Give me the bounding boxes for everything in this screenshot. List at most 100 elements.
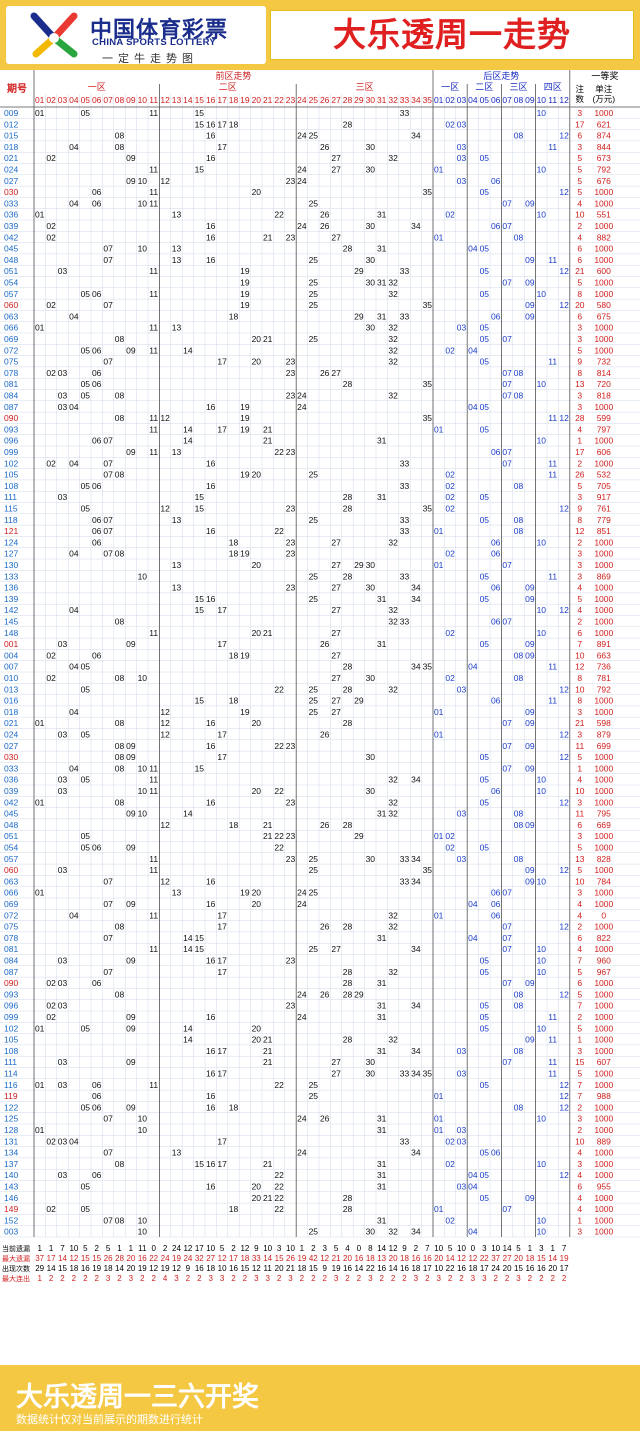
front-ball: 09 <box>126 345 136 355</box>
back-zone-3: 三区 <box>509 82 527 92</box>
stat-value: 24 <box>172 1244 181 1253</box>
back-ball: 10 <box>537 944 547 954</box>
svg-text:03: 03 <box>58 95 68 105</box>
front-ball: 03 <box>58 730 68 740</box>
front-ball: 24 <box>297 176 307 186</box>
back-ball: 10 <box>537 1023 547 1033</box>
table-bg <box>0 70 640 1365</box>
prize-cell: 1000 <box>594 944 613 954</box>
front-ball: 26 <box>320 221 330 231</box>
front-ball: 14 <box>183 436 193 446</box>
front-ball: 26 <box>320 989 330 999</box>
front-ball: 33 <box>400 458 410 468</box>
prize-cell: 1000 <box>594 278 613 288</box>
front-ball: 04 <box>69 549 79 559</box>
period-cell: 069 <box>4 899 18 909</box>
back-ball: 11 <box>548 662 557 672</box>
prize-cell: 784 <box>597 876 611 886</box>
count-cell: 2 <box>577 1102 582 1112</box>
front-ball: 30 <box>366 278 376 288</box>
count-cell: 11 <box>575 741 584 751</box>
front-ball: 17 <box>217 922 227 932</box>
stat-value: 3 <box>471 1274 476 1283</box>
stat-value: 5 <box>448 1244 453 1253</box>
front-ball: 01 <box>35 210 45 220</box>
stat-value: 5 <box>220 1244 225 1253</box>
back-ball: 05 <box>480 402 490 412</box>
count-cell: 4 <box>577 1193 582 1203</box>
count-cell: 2 <box>577 221 582 231</box>
stat-value: 16 <box>81 1264 90 1273</box>
front-ball: 15 <box>195 165 205 175</box>
back-ball: 10 <box>537 165 547 175</box>
front-ball: 07 <box>103 515 113 525</box>
stat-value: 9 <box>402 1244 407 1253</box>
front-ball: 23 <box>286 357 296 367</box>
front-ball: 05 <box>81 662 91 672</box>
prize-cell: 532 <box>597 470 611 480</box>
count-cell: 6 <box>577 255 582 265</box>
prize-cell: 1000 <box>594 1046 613 1056</box>
back-ball: 10 <box>537 1159 547 1169</box>
front-ball: 06 <box>92 1080 102 1090</box>
back-ball: 06 <box>491 899 501 909</box>
front-ball: 11 <box>149 323 158 333</box>
front-ball: 31 <box>377 933 387 943</box>
stat-value: 10 <box>457 1244 466 1253</box>
stat-value: 26 <box>286 1254 295 1263</box>
front-ball: 30 <box>366 323 376 333</box>
period-cell: 084 <box>4 391 18 401</box>
prize-cell: 917 <box>597 492 611 502</box>
front-ball: 17 <box>217 1159 227 1169</box>
stat-value: 12 <box>218 1254 227 1263</box>
count-cell: 4 <box>577 775 582 785</box>
front-ball: 13 <box>172 1148 182 1158</box>
svg-text:06: 06 <box>92 95 102 105</box>
stat-value: 18 <box>366 1254 375 1263</box>
back-ball: 07 <box>502 933 512 943</box>
front-ball: 33 <box>400 571 410 581</box>
svg-text:04: 04 <box>468 95 478 105</box>
back-ball: 05 <box>480 752 490 762</box>
back-ball: 07 <box>502 368 512 378</box>
back-ball: 07 <box>502 1057 512 1067</box>
count-cell: 21 <box>575 718 585 728</box>
count-cell: 5 <box>577 481 582 491</box>
stat-value: 24 <box>161 1254 170 1263</box>
front-ball: 08 <box>115 763 125 773</box>
back-ball: 09 <box>525 1035 535 1045</box>
front-ball: 19 <box>240 888 250 898</box>
front-ball: 02 <box>46 1204 56 1214</box>
count-cell: 7 <box>577 1001 582 1011</box>
front-ball: 10 <box>138 1114 148 1124</box>
back-ball: 07 <box>502 278 512 288</box>
back-ball: 06 <box>491 537 501 547</box>
stat-value: 3 <box>254 1274 259 1283</box>
front-ball: 26 <box>320 820 330 830</box>
back-ball: 07 <box>502 922 512 932</box>
period-cell: 007 <box>4 662 18 672</box>
stat-value: 19 <box>332 1264 341 1273</box>
front-ball: 03 <box>58 368 68 378</box>
front-ball: 29 <box>354 989 364 999</box>
front-ball: 20 <box>252 187 262 197</box>
period-cell: 099 <box>4 447 18 457</box>
prize-cell: 1000 <box>594 922 613 932</box>
count-cell: 7 <box>577 639 582 649</box>
period-cell: 072 <box>4 345 18 355</box>
front-ball: 24 <box>297 899 307 909</box>
front-ball: 32 <box>388 289 398 299</box>
period-cell: 078 <box>4 368 18 378</box>
front-ball: 17 <box>217 956 227 966</box>
back-ball: 02 <box>445 470 455 480</box>
stat-value: 14 <box>263 1254 272 1263</box>
front-ball: 20 <box>252 1023 262 1033</box>
front-ball: 28 <box>343 1204 353 1214</box>
stat-value: 15 <box>58 1264 67 1273</box>
back-ball: 11 <box>548 1012 557 1022</box>
front-ball: 34 <box>411 1001 421 1011</box>
stat-value: 21 <box>332 1254 341 1263</box>
period-cell: 122 <box>4 1102 18 1112</box>
front-ball: 21 <box>263 1193 273 1203</box>
